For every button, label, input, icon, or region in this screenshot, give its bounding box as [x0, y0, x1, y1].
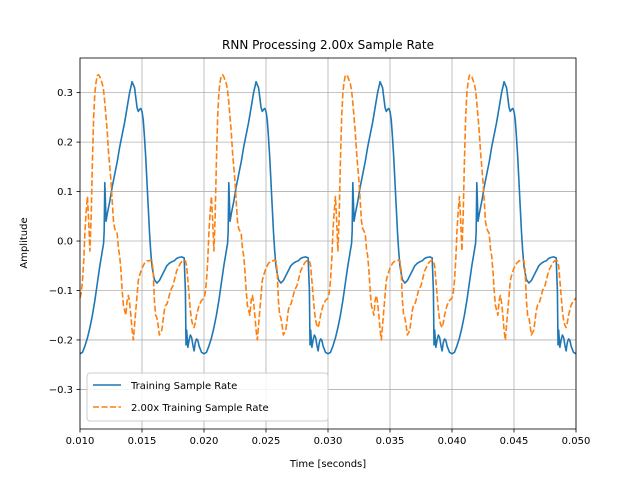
chart-title: RNN Processing 2.00x Sample Rate — [222, 38, 434, 52]
x-tick-label: 0.020 — [190, 436, 219, 447]
series-layer — [79, 74, 577, 355]
y-axis-ticks: −0.3 −0.2 −0.1 0.0 0.1 0.2 0.3 — [49, 88, 80, 396]
y-tick-label: 0.3 — [57, 88, 73, 99]
y-axis-label: Amplitude — [19, 217, 30, 268]
y-tick-label: −0.3 — [49, 385, 73, 396]
x-tick-label: 0.015 — [128, 436, 157, 447]
series-line-2x-training-sample-rate — [79, 74, 577, 341]
x-tick-label: 0.050 — [562, 436, 591, 447]
x-tick-label: 0.030 — [314, 436, 343, 447]
x-tick-label: 0.035 — [376, 436, 405, 447]
legend: Training Sample Rate 2.00x Training Samp… — [86, 372, 329, 422]
legend-box — [86, 372, 329, 422]
y-tick-label: 0.0 — [57, 237, 73, 248]
x-tick-label: 0.025 — [252, 436, 281, 447]
x-axis-label: Time [seconds] — [289, 459, 366, 470]
y-tick-label: −0.1 — [49, 286, 73, 297]
y-tick-label: 0.2 — [57, 138, 73, 149]
x-tick-label: 0.010 — [66, 436, 95, 447]
x-tick-label: 0.045 — [500, 436, 529, 447]
x-axis-ticks: 0.010 0.015 0.020 0.025 0.030 0.035 0.040 0.045… — [66, 429, 591, 447]
x-tick-label: 0.040 — [438, 436, 467, 447]
series-line-training-sample-rate — [79, 80, 577, 355]
y-tick-label: 0.1 — [57, 187, 73, 198]
legend-label-2x-training-sample-rate: 2.00x Training Sample Rate — [131, 403, 269, 414]
y-tick-label: −0.2 — [49, 335, 73, 346]
legend-label-training-sample-rate: Training Sample Rate — [130, 381, 237, 392]
